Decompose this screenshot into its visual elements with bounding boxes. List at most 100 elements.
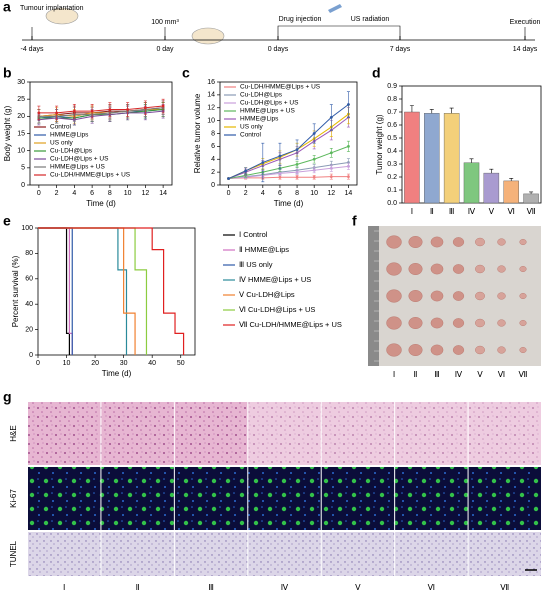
bar [404, 111, 420, 204]
timeline-event: Tumour implantation [20, 5, 84, 12]
x-tick-label: 12 [141, 190, 149, 197]
y-tick-label: 16 [207, 79, 215, 86]
x-tick-label: Ⅰ [411, 207, 413, 216]
y-tick-label: 0.7 [387, 109, 397, 116]
y-tick-label: 100 [21, 225, 33, 232]
legend-label: US only [240, 124, 264, 131]
data-point [347, 103, 350, 106]
series-line [228, 104, 349, 180]
legend-label: Cu-LDH@Lips + US [50, 156, 109, 163]
y-tick-label: 0.5 [387, 135, 397, 142]
data-point [329, 166, 333, 170]
plot-frame [37, 227, 196, 356]
panel-letter: b [3, 65, 12, 81]
y-tick-label: 8 [211, 130, 215, 137]
tumor [519, 265, 527, 273]
error-bar [449, 107, 454, 114]
tumor [386, 262, 402, 276]
tumor [386, 343, 402, 357]
y-tick-label: 0.6 [387, 122, 397, 129]
x-tick-label: 30 [120, 360, 128, 367]
group-label: Ⅶ [500, 583, 509, 592]
data-point [295, 148, 299, 151]
tumor [475, 291, 485, 301]
micrograph [174, 532, 248, 576]
panel-letter: f [352, 213, 357, 229]
x-tick-label: 14 [159, 190, 167, 197]
data-point [227, 177, 230, 180]
bar [523, 193, 539, 204]
data-point [347, 175, 350, 179]
series-line [228, 145, 349, 180]
group-label: Ⅳ [281, 583, 289, 592]
tumor [430, 263, 444, 275]
timeline-day: 0 day [156, 46, 174, 53]
mouse-icon [45, 7, 79, 25]
y-tick-label: 20 [25, 326, 33, 333]
legend-label: HMME@Lips [240, 116, 279, 123]
micrograph [101, 467, 174, 530]
x-axis-label: Time (d) [274, 199, 304, 208]
x-tick-label: Ⅵ [508, 207, 515, 216]
tumor [386, 235, 402, 249]
data-point [37, 111, 41, 115]
y-tick-label: 0.4 [387, 148, 397, 155]
data-point [278, 172, 282, 175]
tumor [452, 237, 465, 247]
legend-label: Cu-LDH@Lips [240, 92, 283, 99]
series-line [38, 105, 164, 114]
series-line [38, 107, 164, 117]
timeline-event: 100 mm³ [151, 19, 179, 26]
legend-label: Cu-LDH@Lips + US [240, 100, 299, 107]
tumor [519, 346, 527, 354]
micrograph [321, 467, 395, 530]
x-tick-label: 0 [227, 190, 231, 197]
group-label: Ⅲ [434, 370, 440, 379]
timeline-day: 7 days [390, 46, 411, 53]
data-point [312, 132, 316, 135]
tumor [519, 292, 527, 300]
y-axis-label: Percent survival (%) [11, 255, 20, 327]
y-tick-label: 30 [17, 79, 25, 86]
micrograph [248, 532, 321, 576]
micrograph [101, 402, 174, 465]
group-label: Ⅶ [519, 370, 528, 379]
tumor [408, 317, 423, 329]
group-label: Ⅵ [498, 370, 505, 379]
series-line [38, 227, 148, 355]
x-tick-label: 6 [278, 190, 282, 197]
y-tick-label: 10 [207, 117, 215, 124]
micrograph [321, 532, 395, 576]
y-tick-label: 0.8 [387, 96, 397, 103]
data-point [312, 175, 316, 179]
data-point [295, 170, 299, 174]
data-point [161, 104, 165, 108]
x-tick-label: Ⅶ [527, 207, 536, 216]
micrograph [468, 402, 541, 465]
x-tick-label: 0 [37, 190, 41, 197]
data-point [126, 108, 130, 111]
bar [503, 180, 519, 204]
error-bar [529, 191, 534, 194]
y-tick-label: 0.1 [387, 187, 397, 194]
x-tick-label: 20 [91, 360, 99, 367]
bar [463, 162, 480, 204]
data-point [329, 175, 333, 179]
group-label: Ⅰ [393, 370, 395, 379]
y-tick-label: 40 [25, 301, 33, 308]
tumor [452, 318, 465, 328]
tumor [497, 292, 506, 300]
y-tick-label: 80 [25, 250, 33, 257]
data-point [143, 106, 147, 110]
legend-label: Cu-LDH/HMME@Lips + US [240, 84, 321, 91]
tumor [452, 345, 465, 355]
x-tick-label: Ⅳ [468, 207, 476, 216]
tumor [497, 265, 506, 273]
legend-label: HMME@Lips + US [50, 164, 105, 171]
legend-label: Ⅲ US only [239, 260, 273, 269]
micrograph [395, 467, 468, 530]
data-point [244, 169, 248, 173]
legend-label: HMME@Lips + US [240, 108, 295, 115]
series-line [38, 227, 185, 355]
